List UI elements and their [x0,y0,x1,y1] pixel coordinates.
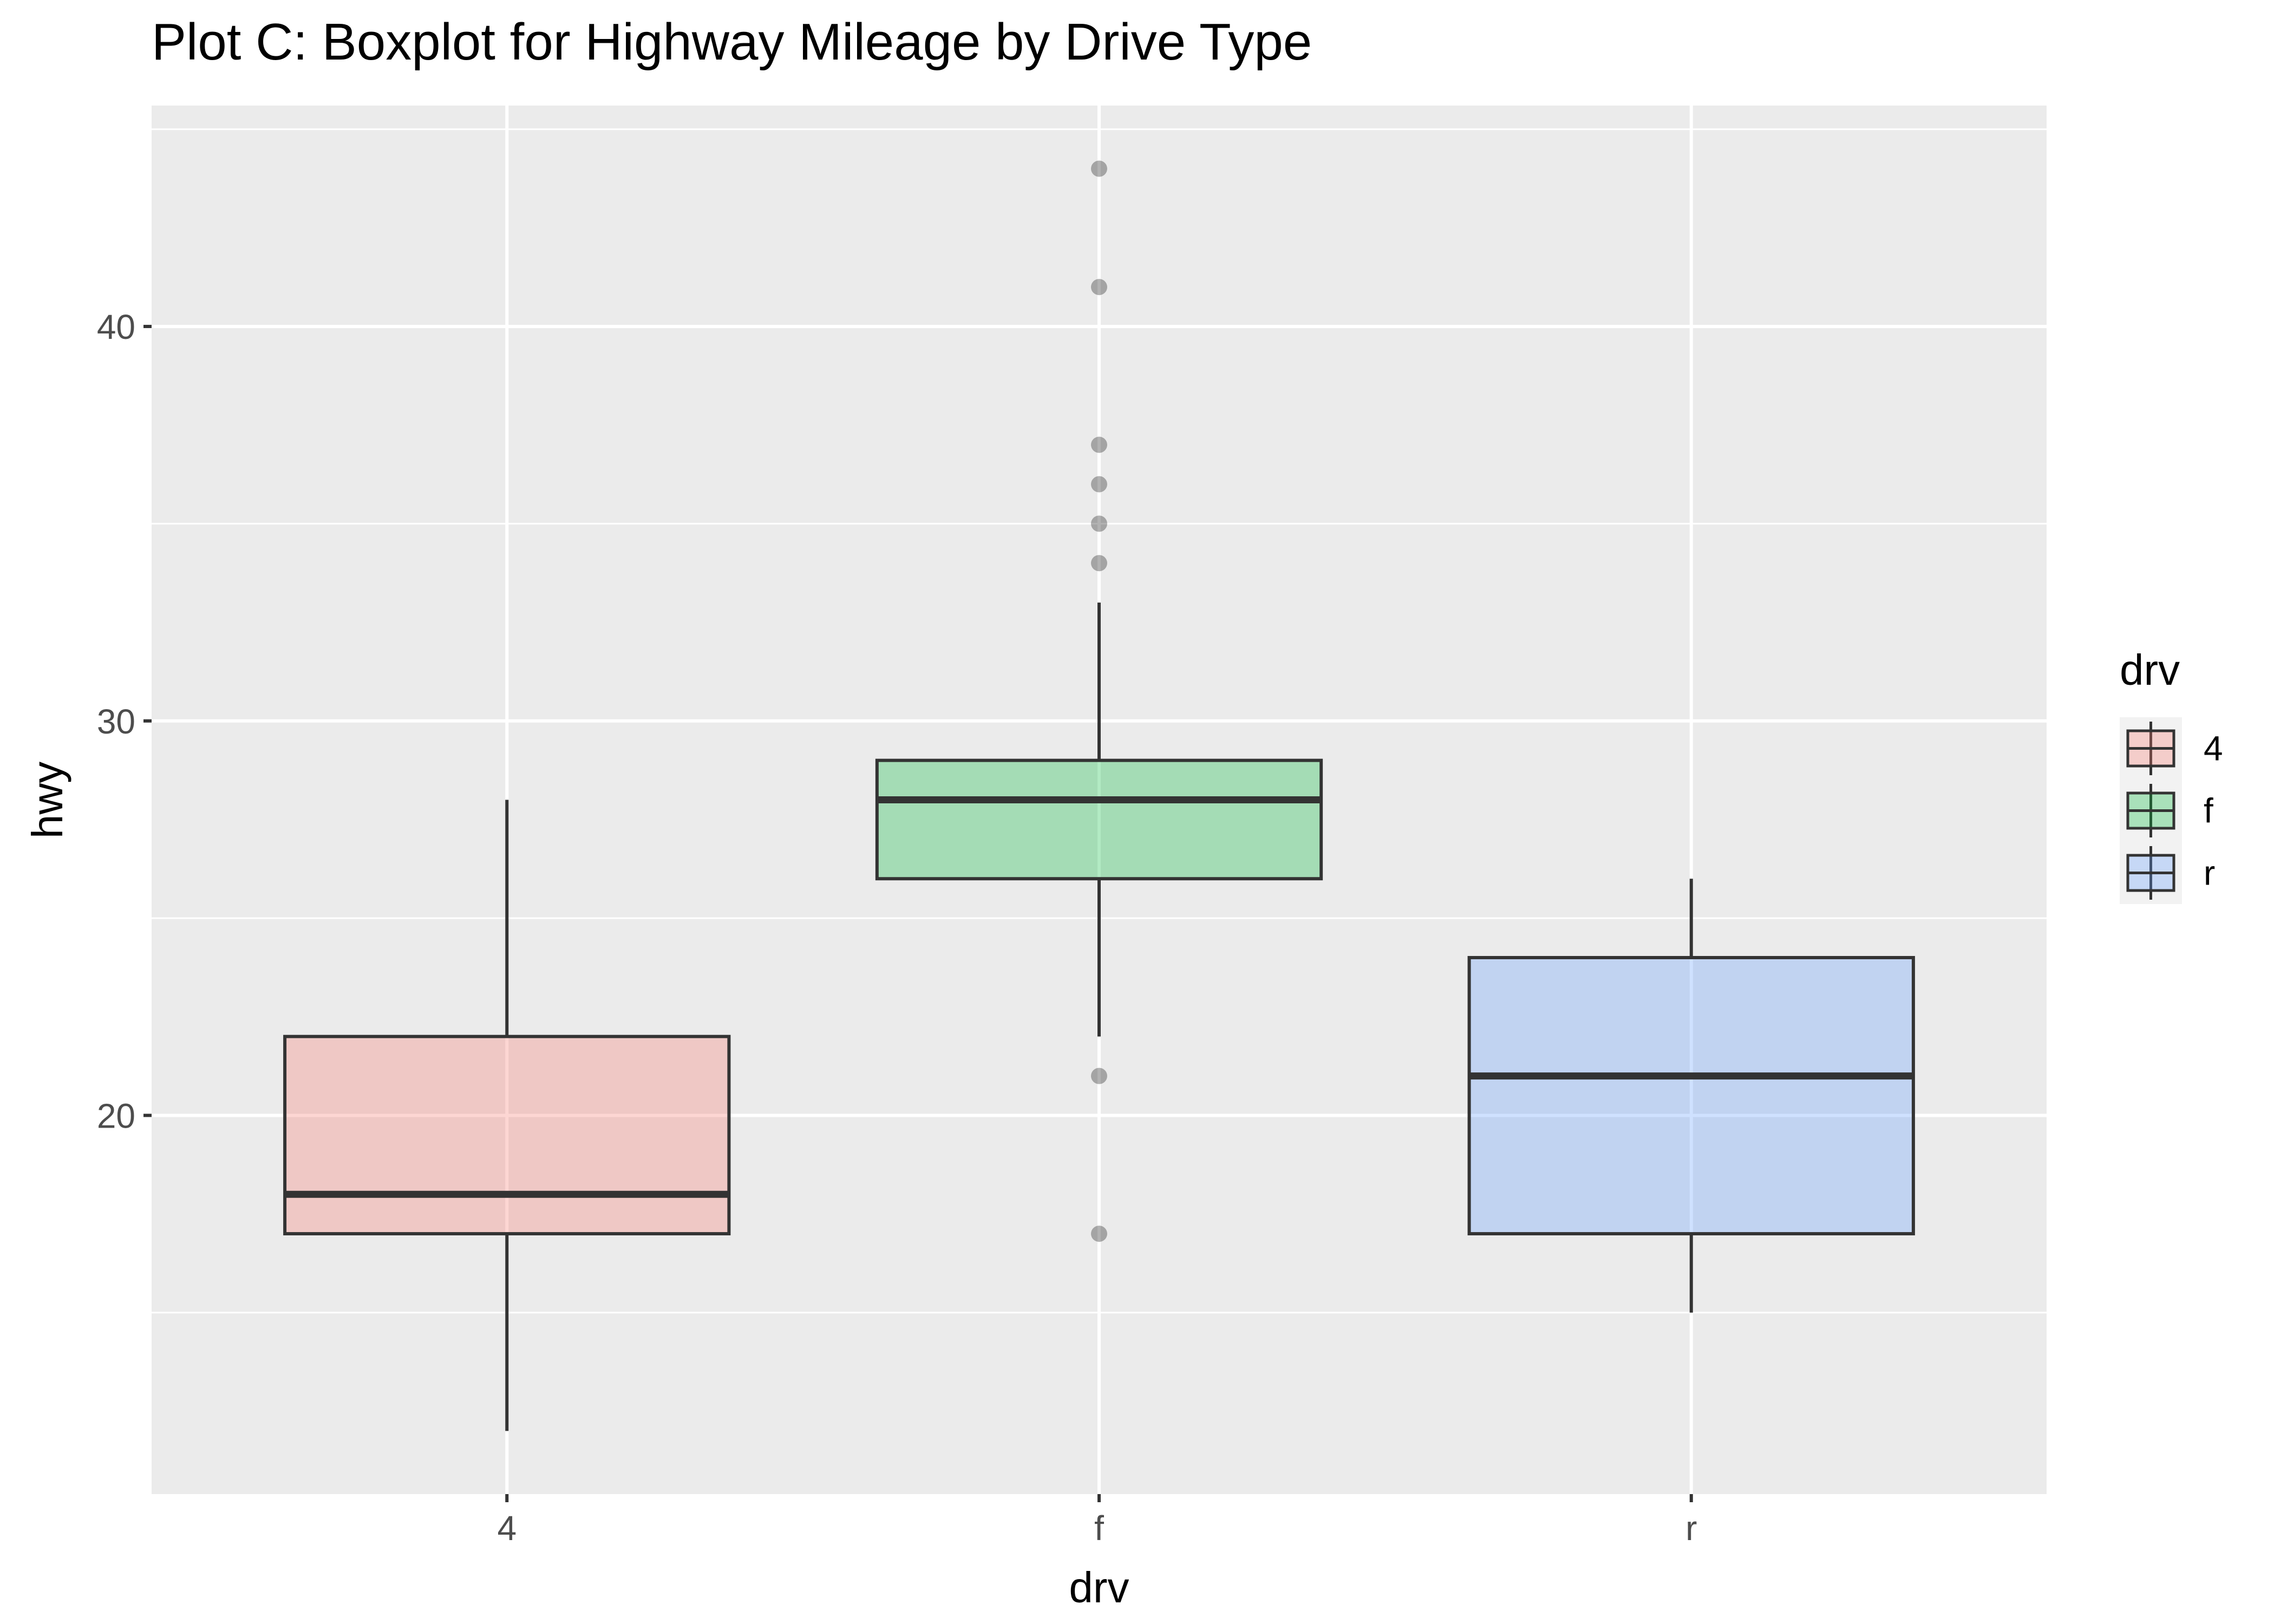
x-tick-label: f [1094,1509,1104,1548]
legend-item-4: 4 [2120,717,2223,780]
outlier-point [1091,279,1107,296]
box-rect [283,1034,731,1236]
legend-label: r [2204,854,2215,893]
box-rect [875,758,1323,881]
legend-label: f [2204,791,2213,830]
x-tick-label: r [1685,1509,1697,1548]
box-group-r [1467,879,1915,1313]
outlier-point [1091,436,1107,453]
box-group-f [875,160,1323,1242]
axes-layer: 20 30 40 4 f r [97,307,1697,1548]
box-group-4 [283,800,731,1431]
y-axis-label: hwy [23,762,71,839]
outlier-point [1091,1068,1107,1084]
legend-label: 4 [2204,729,2223,768]
legend-item-r: r [2120,842,2215,904]
y-tick-label: 40 [97,307,135,346]
legend-title: drv [2120,646,2180,694]
outlier-point [1091,555,1107,572]
outlier-point [1091,515,1107,532]
outlier-point [1091,476,1107,493]
x-tick-label: 4 [497,1509,517,1548]
chart-title: Plot C: Boxplot for Highway Mileage by D… [152,13,1312,71]
y-tick-label: 30 [97,702,135,741]
outlier-point [1091,1226,1107,1242]
legend: drv 4 fr [2120,646,2223,904]
legend-item-f: f [2120,780,2213,842]
outlier-point [1091,160,1107,177]
boxes-layer [283,160,1915,1431]
y-tick-label: 20 [97,1096,135,1135]
box-rect [1467,955,1915,1236]
x-axis-label: drv [1069,1563,1129,1612]
